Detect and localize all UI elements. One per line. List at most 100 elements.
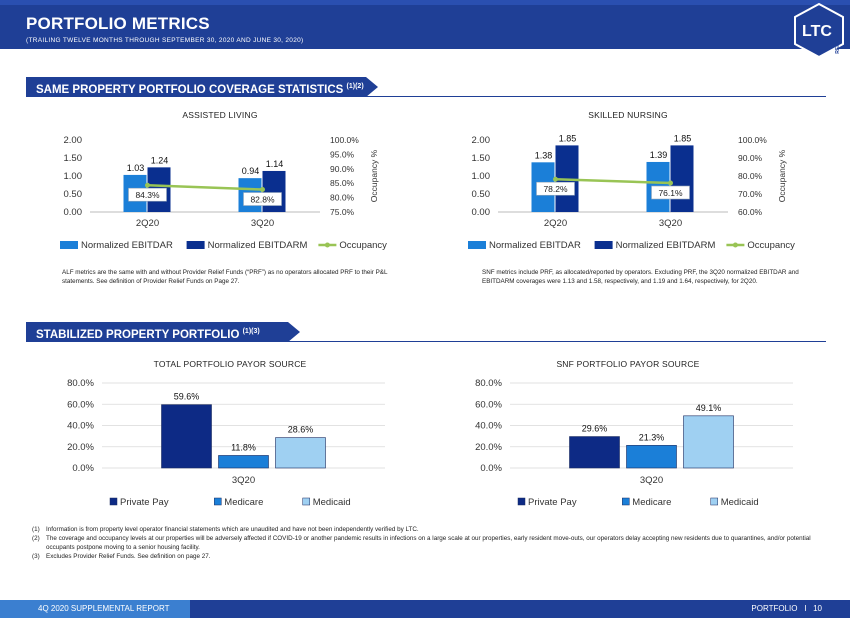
section-stabilized-label: STABILIZED PROPERTY PORTFOLIO: [36, 328, 240, 341]
legend-swatch: [109, 497, 118, 506]
bar-medicare: [626, 445, 677, 469]
y2-axis-label: Occupancy %: [369, 149, 379, 202]
footer-section: PORTFOLIO: [751, 604, 798, 613]
occupancy-label-box: [651, 185, 690, 200]
bar-private-pay: [161, 404, 212, 469]
occupancy-point: [668, 180, 673, 186]
legend-swatch: [214, 497, 222, 506]
y-tick-label: 1.50: [64, 153, 83, 164]
footer-separator: I: [804, 604, 807, 613]
snf-note: SNF metrics include PRF, as allocated/re…: [482, 269, 799, 285]
footnote-number: (1): [32, 526, 40, 533]
x-tick-label: 2Q20: [136, 218, 159, 229]
occupancy-label: 82.8%: [250, 195, 275, 205]
x-tick-label: 3Q20: [640, 475, 663, 486]
legend-label: Normalized EBITDARM: [208, 240, 308, 251]
y-tick-label: 40.0%: [475, 421, 502, 432]
alf-note: ALF metrics are the same with and withou…: [62, 269, 388, 285]
bar-ebitdarm: [670, 145, 694, 212]
y2-tick-label: 95.0%: [330, 149, 355, 159]
legend-label: Medicare: [632, 497, 671, 508]
occupancy-label-box: [243, 192, 282, 206]
snf-payor-chart: 0.0% 20.0% 40.0% 60.0% 80.0% 29.6% 21.3% 49.1% 3…: [475, 378, 793, 508]
legend-swatch: [517, 497, 526, 506]
y2-axis-label: Occupancy %: [777, 149, 787, 202]
legend-label: Private Pay: [528, 497, 577, 508]
footnotes: (1) Information is from property level op…: [32, 525, 812, 561]
bar-value-label: 1.24: [151, 155, 169, 165]
legend-swatch: [302, 497, 310, 506]
legend-label: Occupancy: [747, 240, 795, 251]
legend-label: Normalized EBITDAR: [489, 240, 581, 251]
occupancy-label-box: [128, 187, 167, 202]
y-tick-label: 60.0%: [67, 399, 94, 410]
bar-value-label: 1.14: [266, 159, 284, 169]
section-same-property: SAME PROPERTY PORTFOLIO COVERAGE STATIST…: [26, 77, 378, 97]
bar-value-label: 1.03: [127, 163, 145, 173]
bar-value-label: 29.6%: [582, 424, 608, 434]
bar-value-label: 11.8%: [231, 442, 256, 452]
footnote-text: Information is from property level opera…: [46, 526, 419, 533]
chart-title-skilled-nursing: SKILLED NURSING: [588, 110, 668, 120]
occupancy-point: [553, 176, 558, 182]
legend-swatch: [732, 242, 738, 248]
page-subtitle: (TRAILING TWELVE MONTHS THROUGH SEPTEMBE…: [26, 37, 304, 44]
footnote-item: (2) The coverage and occupancy levels at …: [32, 534, 812, 552]
legend-label: Medicare: [224, 497, 263, 508]
header-bar: [0, 0, 850, 49]
y2-tick-label: 75.0%: [330, 207, 355, 217]
y-tick-label: 0.0%: [72, 463, 94, 474]
y-tick-label: 20.0%: [67, 442, 94, 453]
bar-value-label: 1.38: [535, 150, 553, 160]
assisted-living-chart: 0.00 0.50 1.00 1.50 2.00 75.0% 80.0% 85.0% 90.0%…: [60, 135, 387, 251]
occupancy-point: [260, 187, 265, 193]
y-tick-label: 60.0%: [475, 399, 502, 410]
legend-label: Normalized EBITDAR: [81, 240, 173, 251]
y2-tick-label: 70.0%: [738, 189, 763, 199]
occupancy-label: 78.2%: [543, 184, 568, 194]
y-tick-label: 0.50: [472, 189, 491, 200]
y-tick-label: 1.50: [472, 153, 491, 164]
logo-subtext: REIT: [835, 42, 841, 53]
legend-label: Normalized EBITDARM: [616, 240, 716, 251]
occupancy-line: [147, 183, 263, 191]
y2-tick-label: 100.0%: [330, 135, 359, 145]
bar-value-label: 28.6%: [288, 425, 314, 435]
section-stabilized: STABILIZED PROPERTY PORTFOLIO (1)(3): [26, 322, 300, 342]
legend-label: Medicaid: [313, 497, 351, 508]
skilled-nursing-chart: 0.00 0.50 1.00 1.50 2.00 60.0% 70.0% 80.0% 90.0%…: [468, 133, 795, 251]
bar-value-label: 49.1%: [696, 403, 722, 413]
y2-tick-label: 90.0%: [330, 164, 355, 174]
y2-tick-label: 80.0%: [738, 171, 763, 181]
bar-value-label: 1.85: [559, 133, 577, 143]
y-tick-label: 2.00: [64, 135, 83, 146]
section-stabilized-sup: (1)(3): [242, 328, 260, 335]
footer-bar: [0, 600, 850, 618]
x-tick-label: 3Q20: [251, 218, 274, 229]
y2-tick-label: 60.0%: [738, 207, 763, 217]
occupancy-label: 76.1%: [658, 188, 683, 198]
y2-tick-label: 100.0%: [738, 135, 767, 145]
occupancy-label-box: [536, 181, 575, 196]
chart-title-assisted-living: ASSISTED LIVING: [182, 110, 258, 120]
legend-swatch: [468, 241, 486, 249]
footnote-text: The coverage and occupancy levels at our…: [46, 535, 811, 551]
x-tick-label: 3Q20: [659, 218, 682, 229]
section-divider: [26, 341, 826, 342]
bar-medicare: [218, 455, 269, 469]
legend-label: Private Pay: [120, 497, 169, 508]
bar-medicaid: [683, 415, 734, 469]
y-tick-label: 2.00: [472, 135, 491, 146]
y-tick-label: 20.0%: [475, 442, 502, 453]
occupancy-line: [555, 177, 671, 185]
footnote-number: (3): [32, 553, 40, 560]
y-tick-label: 0.00: [472, 207, 491, 218]
bar-value-label: 1.85: [674, 133, 692, 143]
footnote-text: Excludes Provider Relief Funds. See defi…: [46, 553, 211, 560]
x-tick-label: 2Q20: [544, 218, 567, 229]
logo-text: LTC: [802, 23, 832, 40]
bar-private-pay: [569, 436, 620, 469]
y-tick-label: 40.0%: [67, 421, 94, 432]
bar-value-label: 1.39: [650, 150, 668, 160]
legend-swatch: [622, 497, 630, 506]
